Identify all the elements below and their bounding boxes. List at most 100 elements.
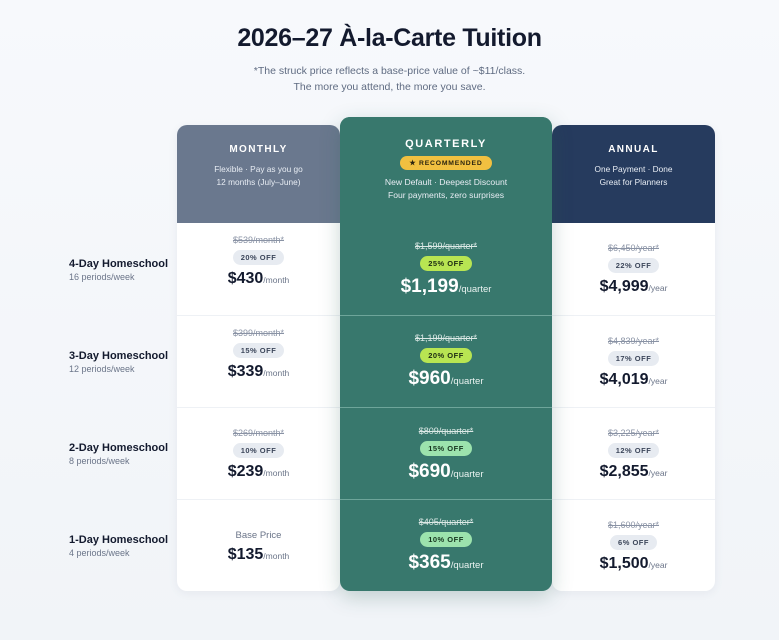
- price-period: /month: [263, 368, 290, 378]
- original-price: $1,599/quarter*: [414, 241, 478, 251]
- price-cell-3-day[interactable]: $1,199/quarter* 20% OFF $960/quarter: [340, 315, 552, 407]
- price: $2,855/year: [552, 463, 715, 481]
- plan-column-annual[interactable]: ANNUAL One Payment · Done Great for Plan…: [552, 125, 715, 591]
- row-sub: 8 periods/week: [69, 456, 130, 466]
- plan-desc-line-1: Flexible · Pay as you go: [214, 164, 303, 174]
- price: $690/quarter: [340, 461, 552, 483]
- discount-badge: 20% OFF: [232, 250, 285, 265]
- base-price-label: Base Price: [235, 530, 282, 541]
- subtitle-line-1: *The struck price reflects a base-price …: [253, 65, 526, 77]
- price-period: /quarter: [450, 469, 484, 480]
- plan-desc-line-1: One Payment · Done: [594, 164, 673, 174]
- row-name: 1-Day Homeschool: [69, 534, 169, 546]
- original-price: $269/month*: [232, 428, 285, 438]
- plan-description: New Default · Deepest Discount Four paym…: [340, 176, 552, 202]
- price: $239/month: [177, 463, 340, 481]
- original-price: $405/quarter*: [418, 517, 474, 527]
- price-amount: $239: [227, 463, 264, 480]
- price-amount: $339: [227, 363, 264, 380]
- price-amount: $2,855: [599, 463, 649, 480]
- price-amount: $430: [227, 270, 264, 287]
- price-period: /year: [648, 560, 668, 570]
- plan-header-annual: ANNUAL One Payment · Done Great for Plan…: [552, 125, 715, 223]
- price-cell-1-day[interactable]: Base Price $135/month: [177, 499, 340, 591]
- price-amount: $960: [408, 368, 451, 389]
- price-cell-4-day[interactable]: $6,450/year* 22% OFF $4,999/year: [552, 235, 715, 327]
- plan-column-monthly[interactable]: MONTHLY Flexible · Pay as you go 12 mont…: [177, 125, 340, 591]
- row-sub: 16 periods/week: [69, 272, 135, 282]
- plan-description: Flexible · Pay as you go 12 months (July…: [177, 163, 340, 188]
- price-amount: $365: [408, 552, 451, 573]
- row-sub: 12 periods/week: [69, 364, 135, 374]
- price-amount: $1,500: [599, 555, 649, 572]
- price-amount: $4,999: [599, 278, 649, 295]
- price: $339/month: [177, 363, 340, 381]
- plan-description: One Payment · Done Great for Planners: [552, 163, 715, 188]
- plan-label: MONTHLY: [229, 144, 288, 155]
- price-cell-2-day[interactable]: $809/quarter* 15% OFF $690/quarter: [340, 407, 552, 499]
- price: $4,019/year: [552, 371, 715, 389]
- price-cell-3-day[interactable]: $399/month* 15% OFF $339/month: [177, 315, 340, 407]
- price: $960/quarter: [340, 368, 552, 390]
- price-period: /year: [648, 468, 668, 478]
- price-cell-3-day[interactable]: $4,839/year* 17% OFF $4,019/year: [552, 315, 715, 407]
- row-label-4-day: 4-Day Homeschool 16 periods/week: [69, 258, 168, 282]
- original-price: $539/month*: [232, 235, 285, 245]
- price: $4,999/year: [552, 278, 715, 296]
- original-price: $4,839/year*: [607, 336, 660, 346]
- price-period: /quarter: [458, 284, 492, 295]
- original-price: $809/quarter*: [418, 426, 474, 436]
- price: $1,500/year: [552, 555, 715, 573]
- price-period: /month: [263, 551, 290, 561]
- row-label-1-day: 1-Day Homeschool 4 periods/week: [69, 534, 168, 558]
- price: $1,199/quarter: [340, 276, 552, 298]
- plan-column-quarterly[interactable]: QUARTERLY ★ RECOMMENDED New Default · De…: [340, 117, 552, 591]
- price-period: /quarter: [450, 376, 484, 387]
- plan-desc-line-2: Great for Planners: [599, 176, 668, 187]
- price-amount: $690: [408, 461, 451, 482]
- discount-badge: 10% OFF: [420, 532, 472, 547]
- price-period: /year: [648, 283, 668, 293]
- discount-badge: 17% OFF: [607, 351, 660, 366]
- row-name: 4-Day Homeschool: [69, 258, 169, 270]
- price-cell-4-day[interactable]: $1,599/quarter* 25% OFF $1,199/quarter: [340, 235, 552, 327]
- page-title: 2026–27 À-la-Carte Tuition: [237, 24, 542, 52]
- discount-badge: 15% OFF: [420, 441, 472, 456]
- discount-badge: 25% OFF: [420, 256, 472, 271]
- discount-badge: 20% OFF: [420, 348, 472, 363]
- price: $430/month: [177, 270, 340, 288]
- price-period: /month: [263, 468, 290, 478]
- original-price: $1,199/quarter*: [414, 333, 478, 343]
- plan-header-monthly: MONTHLY Flexible · Pay as you go 12 mont…: [177, 125, 340, 223]
- price-period: /month: [263, 275, 290, 285]
- plan-label: ANNUAL: [608, 144, 659, 155]
- plan-header-quarterly: QUARTERLY ★ RECOMMENDED New Default · De…: [340, 117, 552, 223]
- price-cell-1-day[interactable]: $1,600/year* 6% OFF $1,500/year: [552, 499, 715, 591]
- recommended-badge: ★ RECOMMENDED: [400, 156, 492, 170]
- price-cell-2-day[interactable]: $269/month* 10% OFF $239/month: [177, 407, 340, 499]
- price-cell-4-day[interactable]: $539/month* 20% OFF $430/month: [177, 235, 340, 327]
- discount-badge: 22% OFF: [607, 258, 660, 273]
- price-amount: $4,019: [599, 371, 649, 388]
- price-cell-2-day[interactable]: $3,225/year* 12% OFF $2,855/year: [552, 407, 715, 499]
- row-name: 2-Day Homeschool: [69, 442, 169, 454]
- discount-badge: 6% OFF: [610, 535, 657, 550]
- original-price: $3,225/year*: [607, 428, 660, 438]
- discount-badge: 12% OFF: [607, 443, 660, 458]
- original-price: $399/month*: [232, 328, 285, 338]
- price-amount: $1,199: [400, 276, 459, 297]
- row-name: 3-Day Homeschool: [69, 350, 169, 362]
- subtitle-line-2: The more you attend, the more you save.: [293, 81, 486, 93]
- price-period: /year: [648, 376, 668, 386]
- price: $135/month: [177, 546, 340, 564]
- plan-desc-line-2: Four payments, zero surprises: [387, 190, 505, 200]
- price-amount: $135: [227, 546, 264, 563]
- plan-desc-line-1: New Default · Deepest Discount: [384, 177, 508, 187]
- plan-label: QUARTERLY: [405, 138, 487, 150]
- row-sub: 4 periods/week: [69, 548, 130, 558]
- discount-badge: 15% OFF: [232, 343, 285, 358]
- price-period: /quarter: [450, 560, 484, 571]
- original-price: $1,600/year*: [607, 520, 660, 530]
- price-cell-1-day[interactable]: $405/quarter* 10% OFF $365/quarter: [340, 499, 552, 591]
- discount-badge: 10% OFF: [232, 443, 285, 458]
